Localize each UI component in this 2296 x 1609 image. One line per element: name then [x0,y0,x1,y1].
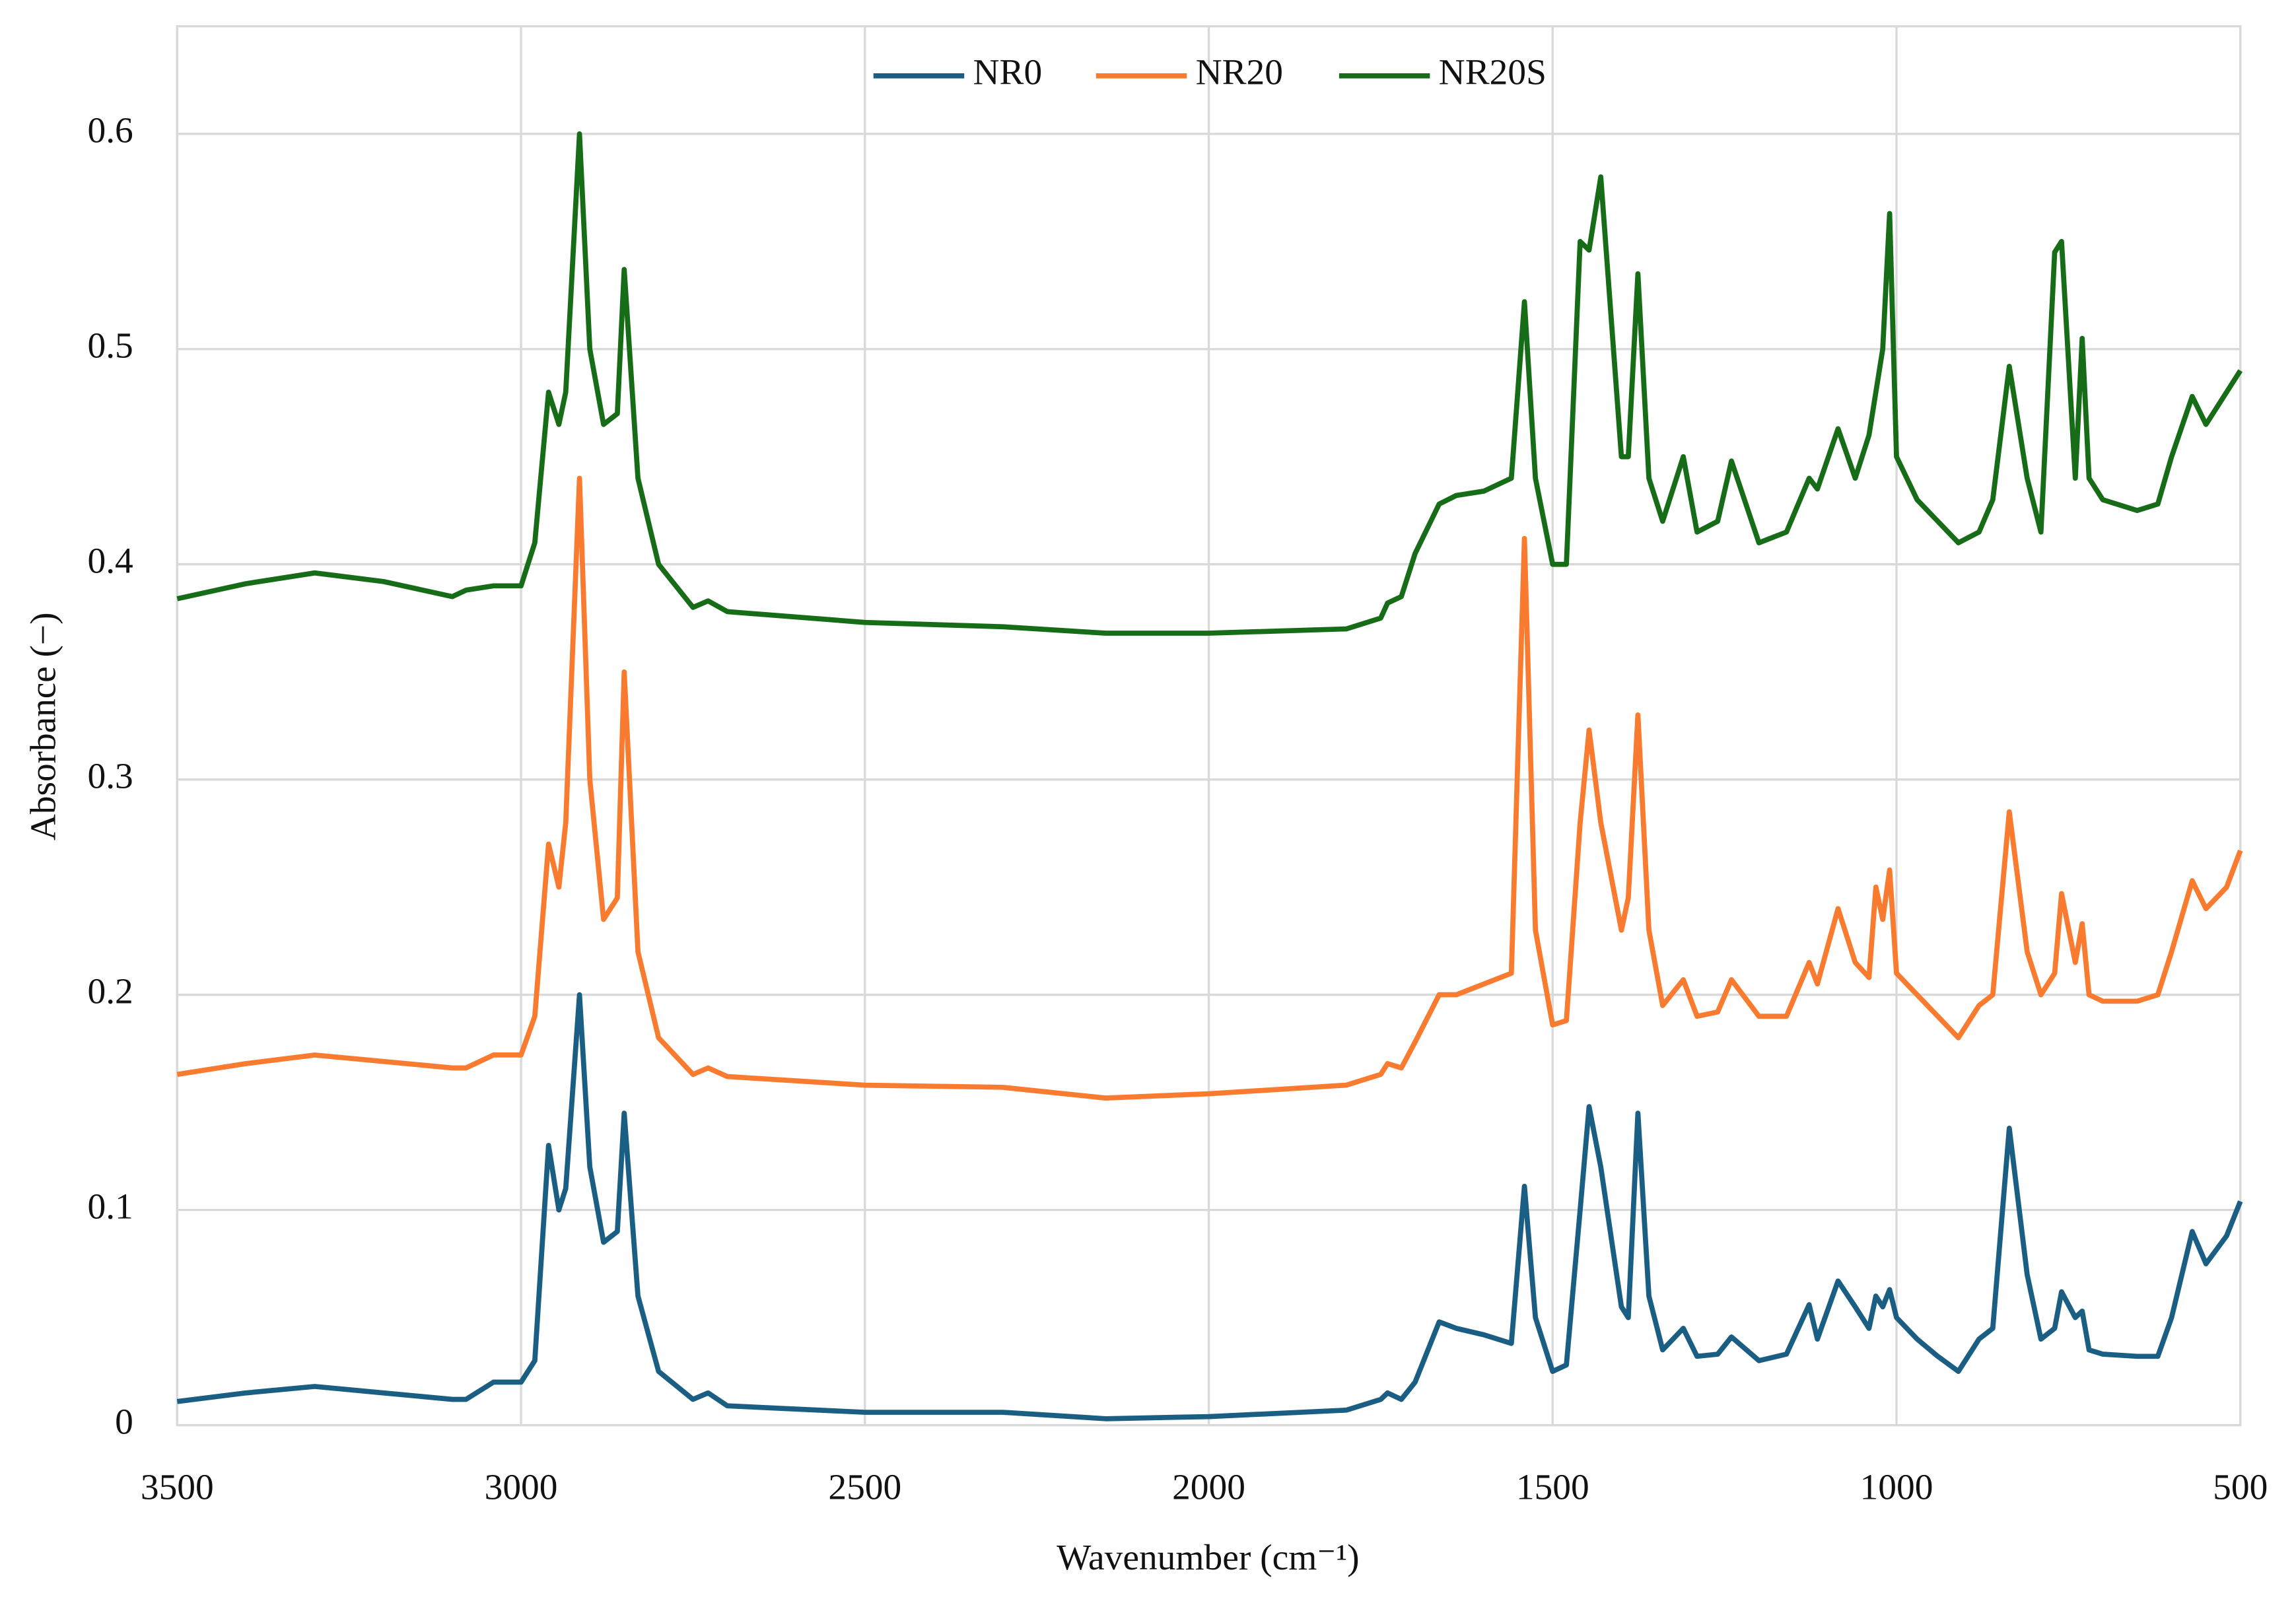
legend-label: NR0 [973,52,1043,92]
y-tick-label: 0.4 [87,540,133,580]
y-tick-label: 0.6 [87,110,133,151]
series-line [176,131,2243,636]
x-tick-label: 2000 [1172,1467,1245,1507]
x-tick-label: 1000 [1860,1467,1933,1507]
y-tick-label: 0.5 [87,325,133,366]
series-line [176,992,2243,1421]
x-tick-label: 3000 [485,1467,558,1507]
series-line [176,475,2243,1101]
x-tick-label: 3500 [141,1467,214,1507]
legend-label: NR20S [1439,52,1547,92]
x-tick-label: 500 [2213,1467,2268,1507]
y-tick-label: 0.2 [87,971,133,1011]
x-axis-label: Wavenumber (cm⁻¹) [1057,1537,1359,1577]
y-axis-label: Absorbance (−) [23,613,63,840]
legend-label: NR20 [1196,52,1283,92]
x-tick-label: 1500 [1516,1467,1589,1507]
y-tick-label: 0.3 [87,755,133,796]
y-tick-label: 0.1 [87,1186,133,1226]
y-tick-label: 0 [115,1401,133,1441]
x-tick-label: 2500 [828,1467,901,1507]
